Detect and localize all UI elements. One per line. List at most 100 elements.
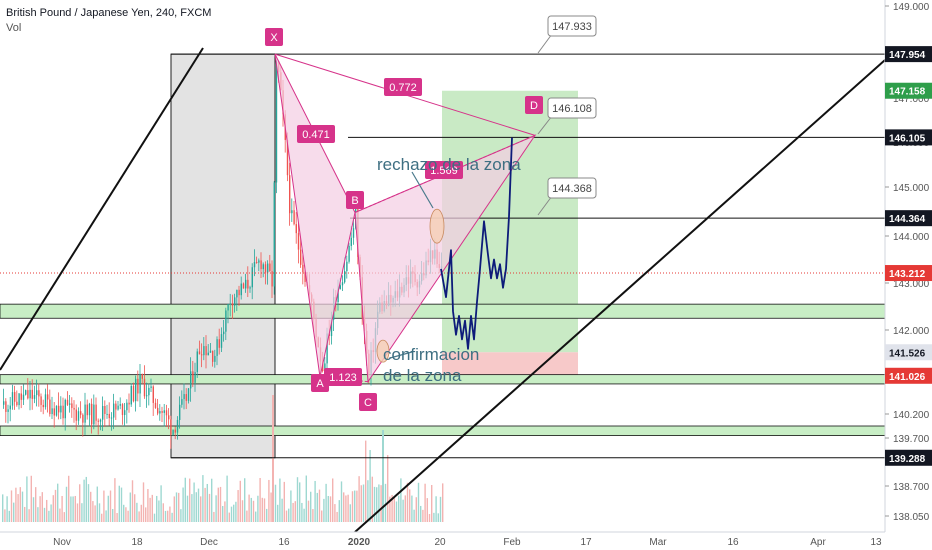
drawing-lines[interactable]	[0, 47, 886, 533]
volume-bar	[362, 484, 365, 522]
candle-body	[256, 261, 258, 263]
time-tick-label: 13	[870, 537, 882, 548]
candle-body	[209, 350, 212, 353]
candle-body	[38, 390, 40, 397]
volume-bar	[228, 512, 230, 522]
candle-body	[247, 279, 249, 289]
candle-body	[291, 210, 293, 214]
candle-body	[159, 411, 161, 414]
volume-bar	[59, 508, 61, 522]
volume-bar	[175, 492, 178, 522]
price-tick-label: 138.050	[893, 512, 930, 523]
candle-body	[251, 267, 253, 288]
volume-bar	[235, 501, 237, 522]
volume-bar	[156, 495, 158, 522]
volume-bar	[76, 503, 79, 522]
candle-body	[108, 413, 110, 419]
candle-body	[88, 403, 91, 416]
volume-bar	[376, 487, 378, 522]
volume-bar	[39, 496, 41, 522]
volume-bar	[314, 480, 316, 522]
candle-body	[187, 388, 190, 401]
volume-bar	[167, 510, 169, 522]
candle-body	[295, 224, 297, 234]
volume-bar	[318, 489, 321, 522]
volume-bar	[138, 511, 140, 522]
candle-body	[42, 404, 44, 408]
volume-bar	[230, 506, 233, 522]
volume-bar	[4, 509, 6, 522]
volume-bar	[103, 490, 105, 522]
time-axis-background	[0, 532, 885, 550]
candle-body	[104, 405, 106, 414]
candle-body	[58, 405, 60, 413]
confirmation-annotation-line1: confirmacion	[383, 345, 479, 364]
volume-bar	[301, 502, 303, 522]
price-tick-label: 143.000	[893, 279, 930, 290]
price-label: 141.026	[889, 372, 926, 383]
price-tick-label: 144.000	[893, 232, 930, 243]
volume-bar	[136, 502, 138, 522]
price-axis[interactable]: 149.000148.000147.000146.000145.000144.0…	[884, 0, 932, 550]
candle-body	[152, 386, 154, 403]
volume-bar	[114, 478, 116, 522]
volume-bar	[21, 491, 24, 522]
volume-bar	[10, 490, 13, 522]
volume-bar	[373, 486, 376, 522]
volume-bar	[96, 486, 98, 522]
candle-body	[205, 346, 207, 356]
volume-bar	[85, 476, 87, 522]
ratio-ac-label-box	[324, 368, 362, 386]
candle-body	[273, 182, 275, 287]
volume-bar	[415, 497, 417, 522]
point-x-label: X	[270, 32, 278, 44]
time-axis[interactable]: Nov 18 Dec 16 2020 20 Feb 17 Mar 16 Apr 13	[0, 531, 885, 550]
volume-bar	[57, 483, 59, 522]
candle-body	[44, 394, 47, 408]
volume-bar	[338, 500, 340, 522]
volume-bar	[30, 475, 32, 522]
volume-bar	[294, 501, 296, 522]
candle-body	[262, 264, 264, 270]
candle-body	[174, 429, 176, 433]
volume-bar	[90, 491, 92, 522]
candle-body	[106, 413, 108, 415]
volume-bar	[118, 485, 120, 522]
ratio-bd-label: 1.569	[430, 165, 458, 177]
volume-bar	[17, 494, 19, 522]
candle-body	[36, 390, 38, 396]
candle-body	[29, 389, 31, 399]
volume-bar	[87, 484, 90, 522]
candle-body	[192, 371, 194, 383]
volume-label: Vol	[6, 22, 22, 34]
candle-body	[203, 346, 205, 356]
volume-bar	[334, 504, 336, 522]
volume-bar	[206, 483, 208, 522]
forecast-path[interactable]	[389, 137, 513, 359]
callout-pointer	[537, 115, 553, 135]
volume-bar	[131, 480, 134, 522]
volume-bar	[266, 508, 268, 522]
volume-bar	[250, 497, 252, 522]
volume-bar	[237, 490, 239, 522]
price-label: 143.212	[889, 269, 926, 280]
volume-bar	[211, 478, 213, 522]
confirmation-marker	[376, 339, 390, 363]
candle-body	[115, 403, 117, 410]
candle-body	[194, 372, 196, 383]
volume-bar	[189, 478, 191, 522]
volume-bar	[272, 395, 274, 522]
volume-bar	[261, 497, 263, 522]
candle-body	[326, 333, 328, 364]
volume-bar	[435, 496, 437, 522]
ratio-ac-label: 1.123	[329, 372, 357, 384]
volume-bar	[224, 501, 226, 522]
volume-bar	[48, 510, 50, 522]
volume-bar	[244, 478, 246, 522]
price-tick-label: 147.000	[893, 94, 930, 105]
candle-body	[91, 403, 93, 425]
volume-bar	[52, 495, 54, 522]
volume-bar	[378, 484, 380, 522]
volume-bar	[153, 513, 156, 522]
